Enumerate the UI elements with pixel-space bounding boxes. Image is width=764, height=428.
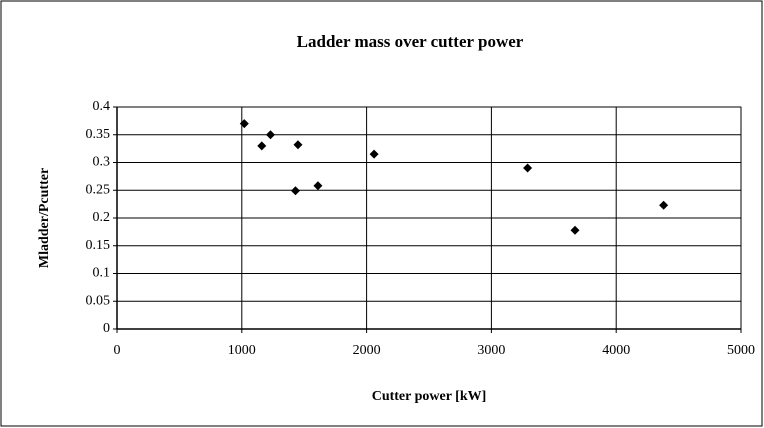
point xyxy=(239,119,249,129)
y-tick-label: 0.15 xyxy=(86,238,111,253)
x-tick-label: 0 xyxy=(114,343,121,358)
point xyxy=(266,130,276,140)
x-tick-label: 3000 xyxy=(477,343,505,358)
y-tick-label: 0.4 xyxy=(93,99,111,114)
x-tick-label: 5000 xyxy=(727,343,755,358)
y-tick-label: 0.05 xyxy=(86,293,111,308)
point xyxy=(313,181,323,191)
y-tick-label: 0.1 xyxy=(93,266,111,281)
point xyxy=(659,200,669,210)
y-tick-label: 0.25 xyxy=(86,182,111,197)
point xyxy=(523,163,533,173)
y-tick-label: 0.35 xyxy=(86,127,111,142)
y-axis-label: Mladder/Pcutter xyxy=(37,168,52,268)
y-tick-label: 0.3 xyxy=(93,155,111,170)
chart-title: Ladder mass over cutter power xyxy=(297,32,524,51)
x-tick-label: 2000 xyxy=(353,343,381,358)
y-tick-label: 0.2 xyxy=(93,210,111,225)
point xyxy=(290,186,300,196)
y-tick-label: 0 xyxy=(103,321,110,336)
x-tick-label: 1000 xyxy=(228,343,256,358)
x-axis-label: Cutter power [kW] xyxy=(372,389,487,404)
x-tick-label: 4000 xyxy=(602,343,630,358)
point xyxy=(369,149,379,159)
point xyxy=(257,141,267,151)
point xyxy=(293,140,303,150)
point xyxy=(570,225,580,235)
